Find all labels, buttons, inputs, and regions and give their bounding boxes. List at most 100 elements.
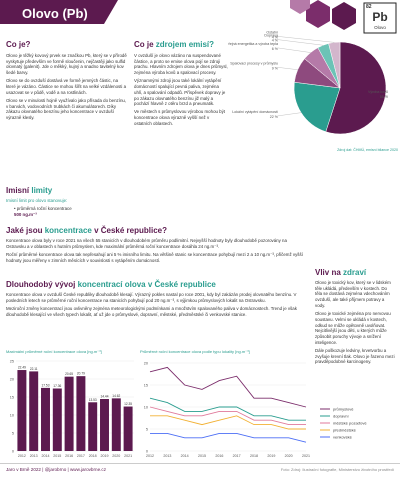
leader-line xyxy=(277,47,311,53)
bullet-value: 500 ng.m⁻³ xyxy=(14,211,37,217)
y-tick-label: 10 xyxy=(10,413,14,417)
y-tick-label: 20 xyxy=(10,377,14,381)
paragraph: Olovo se v minulosti hojně využívalo jak… xyxy=(6,98,127,121)
x-tick-label: 2017 xyxy=(233,454,241,458)
x-tick-label: 2018 xyxy=(89,454,97,458)
paragraph: Významnými zdroji jsou také lokální vytá… xyxy=(134,78,226,107)
paragraph: Koncentrace olova v ovzduší České republ… xyxy=(6,292,297,303)
heading-part: Jaké jsou xyxy=(6,226,43,235)
value-label: 17.53 xyxy=(42,383,50,387)
slice-value: 9 % xyxy=(272,66,279,70)
y-tick-label: 15 xyxy=(10,395,14,399)
legend-label: průmyslové xyxy=(333,406,354,411)
value-label: 13.53 xyxy=(89,398,97,402)
heading-em: limity xyxy=(31,186,53,195)
footer-right: Foto: Zdroj: Ilustrační fotografie, Mini… xyxy=(280,467,394,472)
value-label: 22.49 xyxy=(18,366,26,370)
paragraphs: Olovo je těžký kovový prvek se značkou P… xyxy=(6,53,128,121)
paragraph: Olovo se do ovzduší dostává ve formě jem… xyxy=(6,78,127,95)
value-label: 14.62 xyxy=(112,394,120,398)
line-chart: Průměrné roční koncentrace olova podle t… xyxy=(140,349,367,458)
bar xyxy=(111,398,121,451)
paragraphs: V ovzduší je olovo vázáno na suspendovan… xyxy=(134,53,228,127)
x-tick-label: 2018 xyxy=(250,454,258,458)
element-number: 82 xyxy=(366,4,372,10)
paragraph: Olovo je těžký kovový prvek se značkou P… xyxy=(6,53,127,76)
bar xyxy=(123,406,133,451)
bullet: • průměrná roční koncentrace 500 ng.m⁻³ xyxy=(14,206,72,217)
x-tick-label: 2016 xyxy=(65,454,73,458)
bar xyxy=(52,388,62,451)
concentrations-section: Jaké jsou koncentrace v České republice?… xyxy=(6,226,306,266)
bar xyxy=(29,371,39,451)
text: Imisní limit pro olovo stanovuje: xyxy=(6,198,68,203)
value-label: 14.44 xyxy=(101,395,109,399)
bar xyxy=(100,399,109,451)
y-tick-label: 5 xyxy=(146,427,148,431)
slice-value: 22 % xyxy=(270,115,279,119)
heading: Co je? xyxy=(6,40,31,49)
paragraph: Ve městech s průmyslovou výrobou mohou b… xyxy=(134,109,226,126)
bar xyxy=(76,376,86,451)
leader-line xyxy=(277,67,298,70)
what-section: Co je? Olovo je těžký kovový prvek se zn… xyxy=(6,40,128,123)
x-tick-label: 2020 xyxy=(285,454,293,458)
series-line xyxy=(150,432,307,443)
heading-part: Imisní xyxy=(6,186,30,195)
heading-part: Vliv na xyxy=(315,268,341,277)
slice-label: Veřejná energetika a výroba tepla xyxy=(228,42,278,46)
y-tick-label: 20 xyxy=(144,361,148,365)
paragraph: Dále poškozuje ledviny, krvetvorbu a zvy… xyxy=(315,347,395,365)
bar-chart: Maximální průměrné roční koncentrace olo… xyxy=(6,349,134,458)
leader-line xyxy=(277,112,302,117)
leader-line xyxy=(277,36,335,43)
legend-label: předměstské xyxy=(333,427,357,432)
slice-label: Výroba kovů xyxy=(368,90,388,94)
bar xyxy=(88,402,98,451)
x-tick-label: 2014 xyxy=(181,454,189,458)
slice-label: Doprava xyxy=(264,34,278,38)
bar xyxy=(41,387,50,451)
x-tick-label: 2015 xyxy=(198,454,206,458)
slice-label: Lokální vytápění domácností xyxy=(232,110,278,114)
trend-section: Dlouhodobý vývoj koncentrací olova v Čes… xyxy=(6,280,306,320)
heading-em: zdrojem emisí? xyxy=(155,40,215,49)
source: Zdroj dat: ČHMÚ, emisní bilance 2020 xyxy=(337,147,398,152)
footer-left: Jaro v Brně 2022 | @jarobrno | www.jarov… xyxy=(6,467,106,472)
slice-label: Spalovací procesy v průmyslu xyxy=(230,61,278,65)
heading: Vliv na zdraví xyxy=(315,268,395,277)
x-tick-label: 2019 xyxy=(267,454,275,458)
limits-section: Imisní limity Imisní limit pro olovo sta… xyxy=(6,186,128,220)
slice-label: Ostatní xyxy=(266,30,278,34)
x-tick-label: 2019 xyxy=(101,454,109,458)
series-line xyxy=(149,366,307,408)
series-line xyxy=(149,397,306,421)
heading: Co je zdrojem emisí? xyxy=(134,40,228,49)
heading: Dlouhodobý vývoj koncentrací olova v Čes… xyxy=(6,280,306,289)
heading: Jaké jsou koncentrace v České republice? xyxy=(6,226,306,235)
y-tick-label: 0 xyxy=(146,449,148,453)
sources-section: Co je zdrojem emisí? V ovzduší je olovo … xyxy=(134,40,228,129)
legend-label: dopravní xyxy=(333,413,349,418)
y-tick-label: 0 xyxy=(12,449,14,453)
bar xyxy=(17,370,27,451)
series-line xyxy=(150,415,306,430)
bullet-text: průměrná roční koncentrace xyxy=(16,206,72,212)
paragraph: Koncentrace olova byly v roce 2021 na vš… xyxy=(6,238,287,249)
value-label: 17.36 xyxy=(53,384,61,388)
value-label: 12.35 xyxy=(124,402,132,406)
paragraph: Olovo je toxické zejména pro nervovou so… xyxy=(315,311,391,345)
slice-value: 55 % xyxy=(380,95,389,99)
slice-value: 6 % xyxy=(272,47,279,51)
legend-label: městské pozaďové xyxy=(333,420,367,425)
page-title: Olovo (Pb) xyxy=(22,6,88,21)
bar xyxy=(64,376,74,451)
paragraphs: Koncentrace olova byly v roce 2021 na vš… xyxy=(6,238,306,263)
heading-part: v České republice? xyxy=(94,226,167,235)
leader-line xyxy=(385,95,389,97)
element-symbol: Pb xyxy=(372,10,388,24)
heading-em: zdraví xyxy=(343,268,367,277)
x-tick-label: 2014 xyxy=(42,454,50,458)
